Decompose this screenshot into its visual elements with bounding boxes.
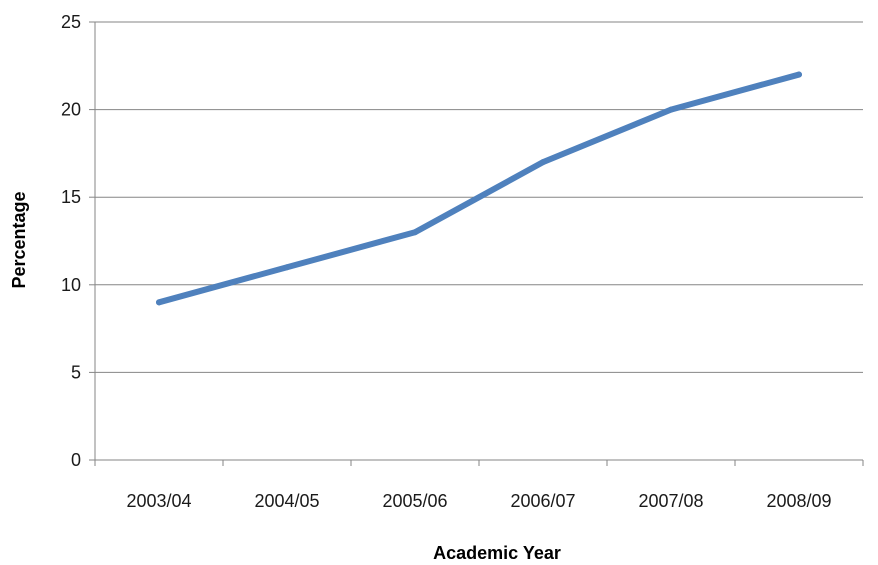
x-tick-label: 2008/09 [766, 491, 831, 511]
data-point [284, 264, 290, 271]
series-layer [156, 71, 802, 306]
axes [89, 21, 864, 466]
x-axis-title: Academic Year [433, 543, 561, 563]
y-axis-title: Percentage [9, 191, 29, 288]
data-point [668, 106, 674, 113]
y-tick-label: 25 [61, 12, 81, 32]
y-tick-label: 10 [61, 275, 81, 295]
tick-labels: 0 5 10 15 20 25 2003/04 2004/05 2005/06 2006/07 20… [61, 12, 832, 511]
data-point [412, 229, 418, 236]
y-tick-label: 5 [71, 362, 81, 382]
data-point [156, 299, 162, 306]
data-point [796, 71, 802, 78]
series-line [156, 71, 802, 306]
x-tick-label: 2006/07 [510, 491, 575, 511]
data-point [540, 159, 546, 166]
x-tick-label: 2005/06 [382, 491, 447, 511]
x-tick-label: 2003/04 [126, 491, 191, 511]
y-tick-label: 0 [71, 450, 81, 470]
x-tick-label: 2007/08 [638, 491, 703, 511]
y-tick-label: 15 [61, 187, 81, 207]
y-tick-label: 20 [61, 100, 81, 120]
x-tick-label: 2004/05 [254, 491, 319, 511]
